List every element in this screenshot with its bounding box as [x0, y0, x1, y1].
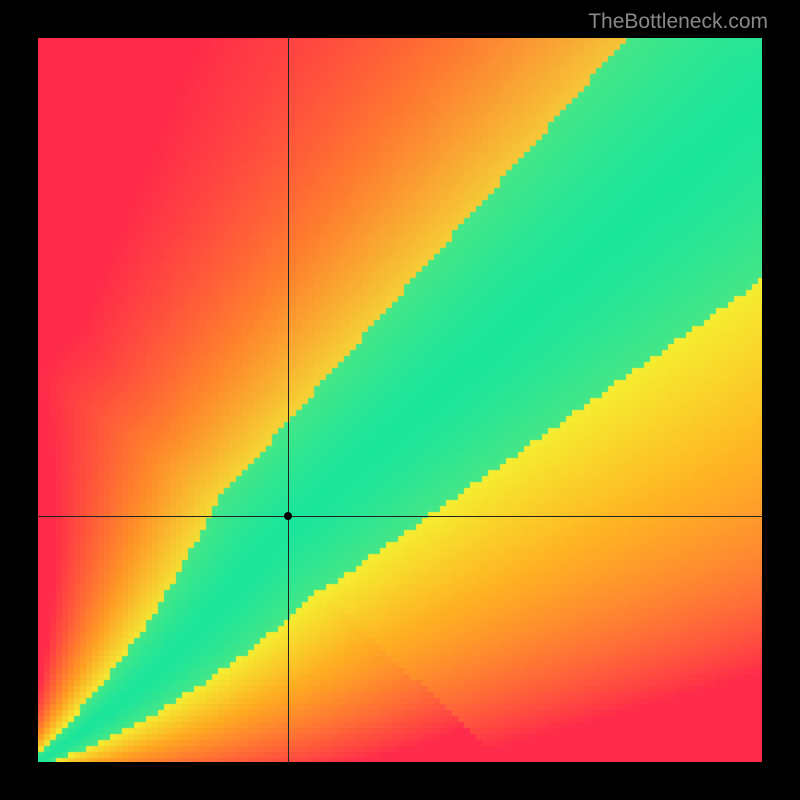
watermark-text: TheBottleneck.com — [588, 10, 768, 34]
crosshair-vertical — [288, 38, 289, 762]
chart-container: TheBottleneck.com — [0, 0, 800, 800]
crosshair-horizontal — [38, 516, 762, 517]
heatmap-canvas — [38, 38, 762, 762]
crosshair-point — [284, 512, 292, 520]
heatmap-frame — [38, 38, 762, 762]
